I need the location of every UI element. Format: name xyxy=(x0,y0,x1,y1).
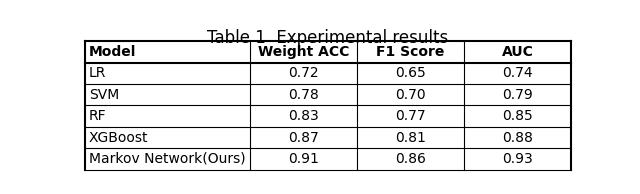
Text: 0.74: 0.74 xyxy=(502,66,533,80)
Text: LR: LR xyxy=(89,66,106,80)
Text: 0.78: 0.78 xyxy=(289,88,319,102)
Text: 0.72: 0.72 xyxy=(289,66,319,80)
Text: 0.86: 0.86 xyxy=(395,152,426,166)
Text: SVM: SVM xyxy=(89,88,119,102)
Text: Model: Model xyxy=(89,45,136,59)
Text: 0.65: 0.65 xyxy=(396,66,426,80)
Text: 0.83: 0.83 xyxy=(289,109,319,123)
Text: 0.81: 0.81 xyxy=(395,131,426,145)
Text: 0.70: 0.70 xyxy=(396,88,426,102)
Text: 0.85: 0.85 xyxy=(502,109,533,123)
Text: 0.93: 0.93 xyxy=(502,152,533,166)
Text: Table 1  Experimental results: Table 1 Experimental results xyxy=(207,29,449,47)
Text: AUC: AUC xyxy=(502,45,534,59)
Text: 0.88: 0.88 xyxy=(502,131,533,145)
Text: 0.79: 0.79 xyxy=(502,88,533,102)
Text: 0.87: 0.87 xyxy=(289,131,319,145)
Text: Markov Network(Ours): Markov Network(Ours) xyxy=(89,152,246,166)
Text: 0.77: 0.77 xyxy=(396,109,426,123)
Text: 0.91: 0.91 xyxy=(288,152,319,166)
Text: F1 Score: F1 Score xyxy=(376,45,445,59)
Text: XGBoost: XGBoost xyxy=(89,131,148,145)
Text: RF: RF xyxy=(89,109,106,123)
Text: Weight ACC: Weight ACC xyxy=(258,45,349,59)
